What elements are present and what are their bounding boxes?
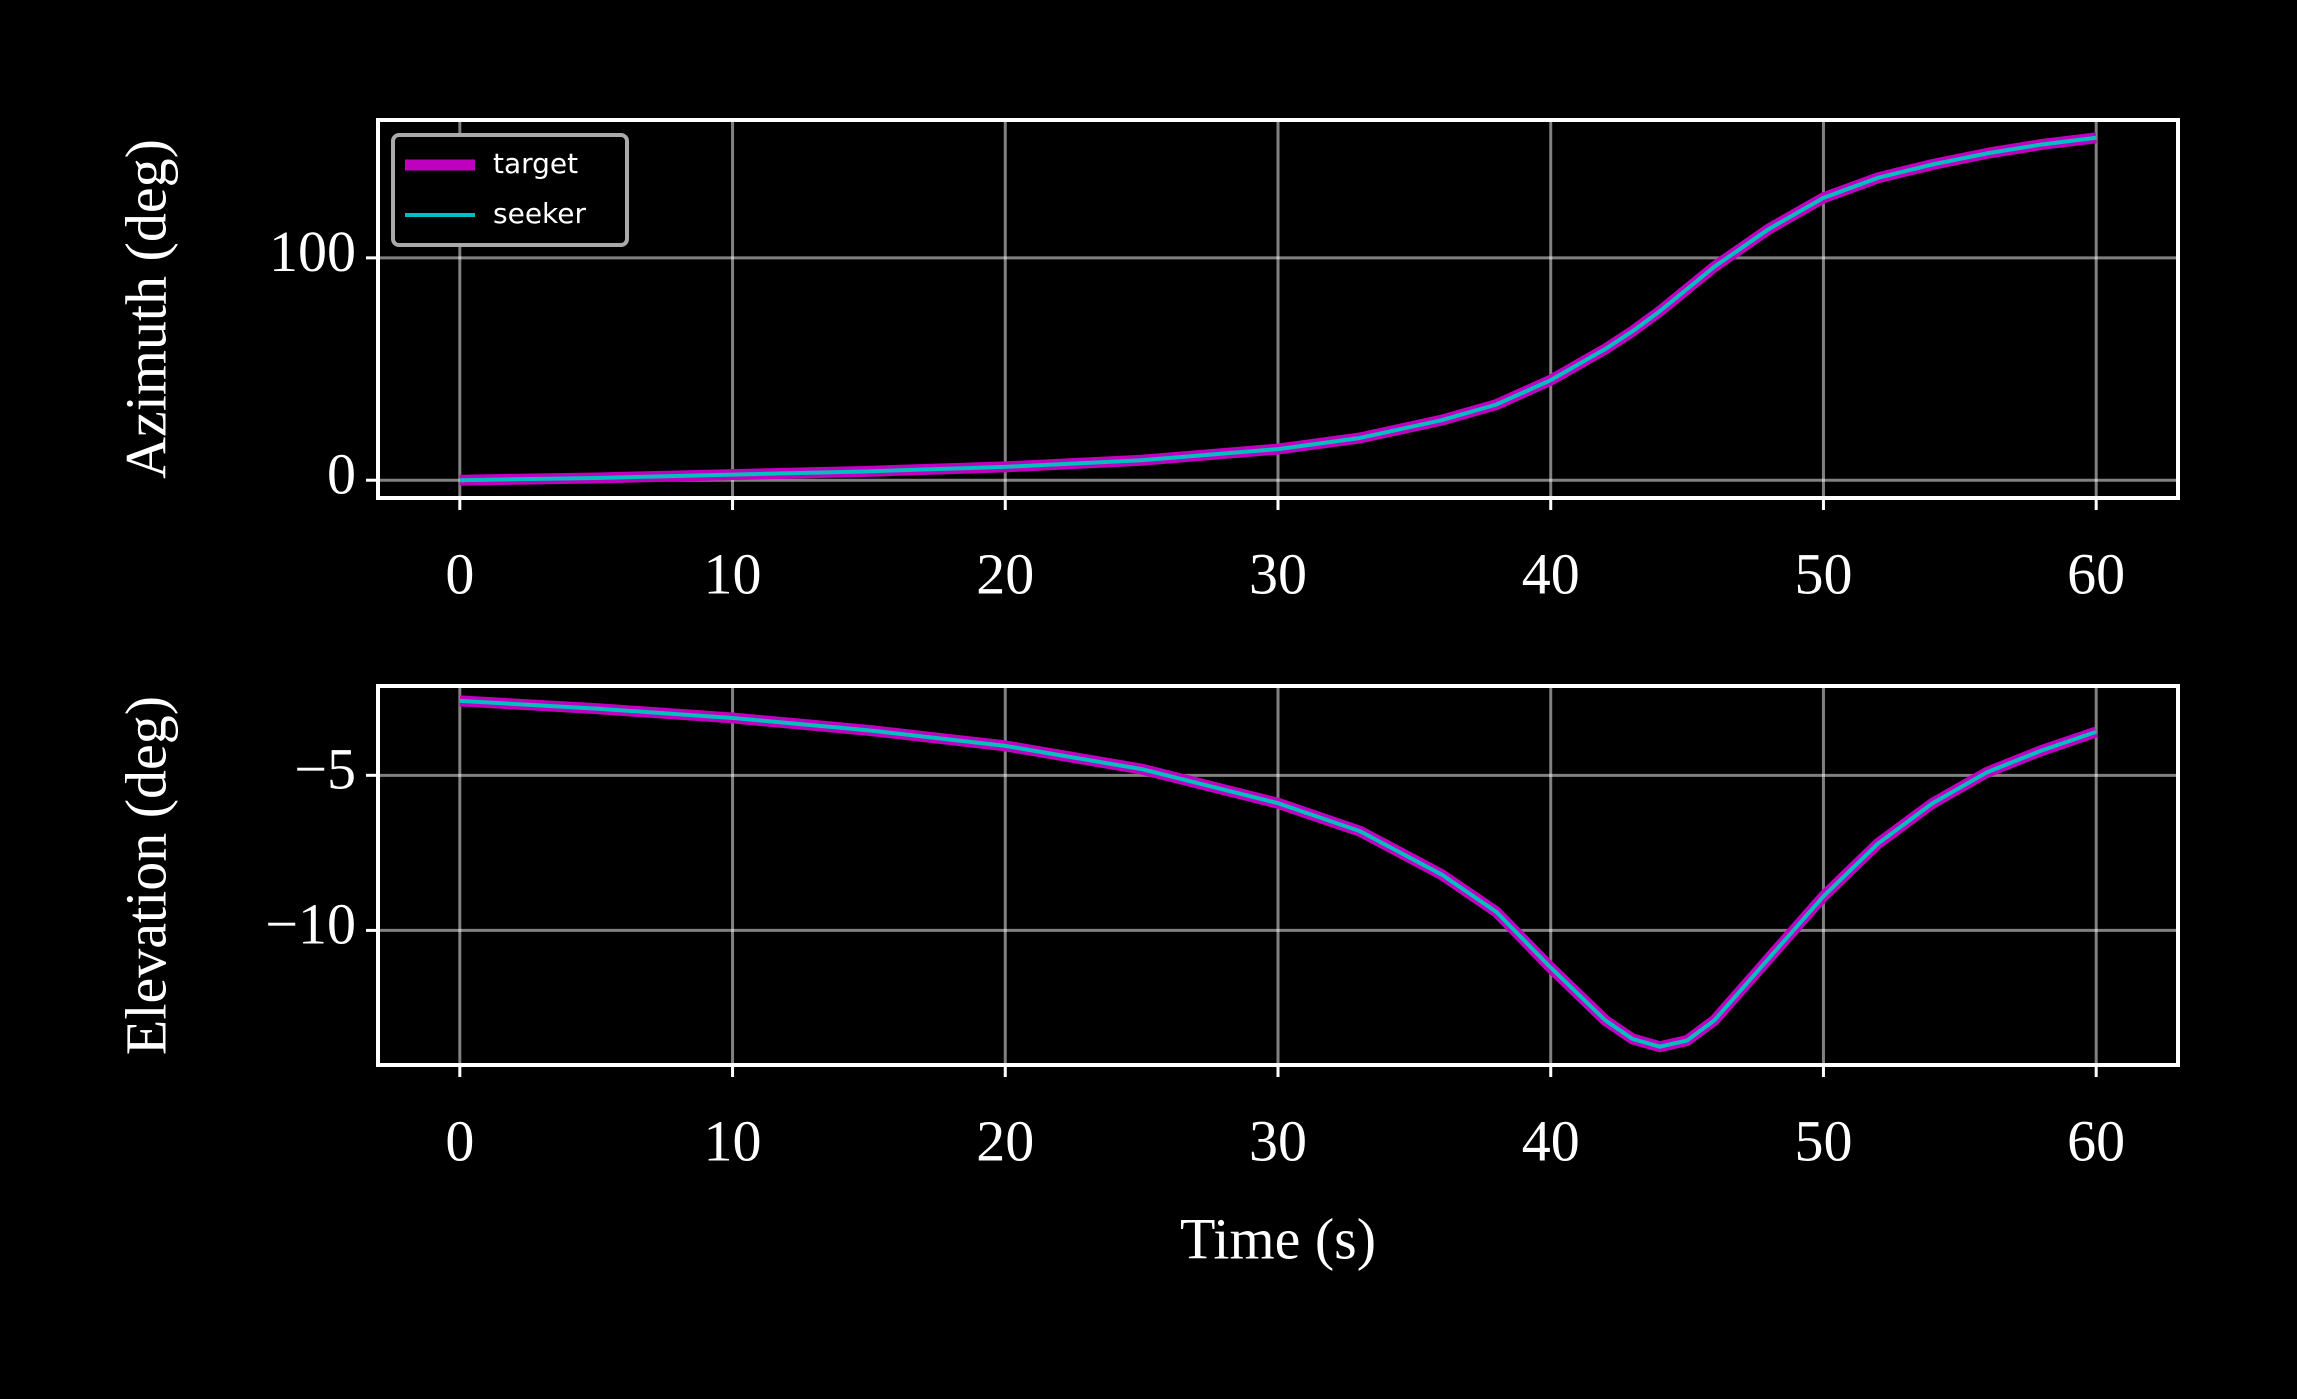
x-tick-label: 40 (1522, 541, 1580, 606)
x-tick-label: 60 (2067, 541, 2125, 606)
x-tick-label: 30 (1249, 1108, 1307, 1173)
plot-frame (376, 684, 2180, 1067)
legend-label: seeker (493, 197, 586, 230)
y-tick-label: 0 (327, 442, 356, 507)
x-axis-label: Time (s) (1180, 1206, 1376, 1271)
x-tick-label: 0 (445, 1108, 474, 1173)
legend-label: target (493, 147, 578, 180)
y-axis-label: Elevation (deg) (113, 696, 178, 1055)
x-tick-label: 20 (976, 541, 1034, 606)
x-tick-label: 30 (1249, 541, 1307, 606)
plot-frame (376, 118, 2180, 500)
x-tick-label: 10 (704, 1108, 762, 1173)
y-tick-label: −5 (294, 737, 356, 802)
x-tick-label: 50 (1794, 1108, 1852, 1173)
x-tick-label: 50 (1794, 541, 1852, 606)
y-tick-label: 100 (269, 219, 356, 284)
x-tick-label: 20 (976, 1108, 1034, 1173)
x-tick-label: 40 (1522, 1108, 1580, 1173)
x-tick-label: 0 (445, 541, 474, 606)
line-series (459, 698, 2097, 1049)
x-tick-label: 10 (704, 541, 762, 606)
y-tick-label: −10 (265, 892, 356, 957)
line-series (459, 135, 2097, 483)
x-tick-label: 60 (2067, 1108, 2125, 1173)
y-axis-label: Azimuth (deg) (113, 139, 178, 479)
